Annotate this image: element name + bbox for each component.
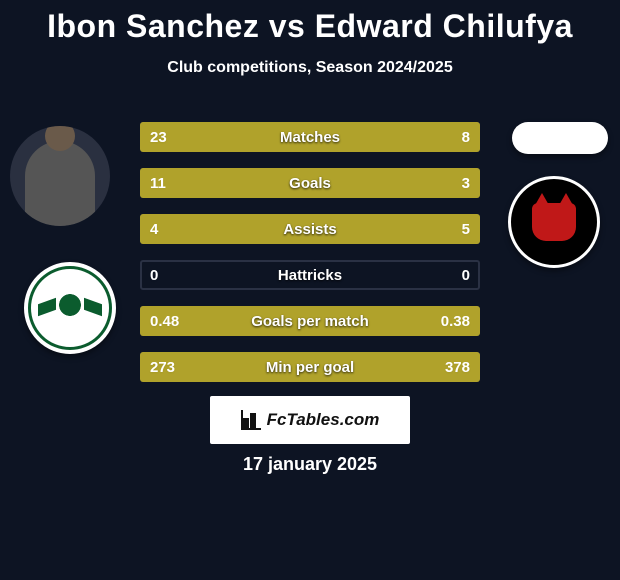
fctables-logo: FcTables.com xyxy=(210,396,410,444)
stat-row: 45Assists xyxy=(140,214,480,244)
stat-label: Matches xyxy=(140,122,480,152)
player-left-avatar xyxy=(10,126,110,226)
stat-label: Min per goal xyxy=(140,352,480,382)
page-title: Ibon Sanchez vs Edward Chilufya xyxy=(0,0,620,45)
stat-label: Assists xyxy=(140,214,480,244)
stats-bars: 238Matches 113Goals 45Assists 00Hattricks 0.… xyxy=(140,122,480,398)
stat-row: 273378Min per goal xyxy=(140,352,480,382)
wolf-icon xyxy=(532,203,576,241)
stat-row: 00Hattricks xyxy=(140,260,480,290)
stat-label: Hattricks xyxy=(140,260,480,290)
chart-icon xyxy=(241,410,261,430)
eagle-icon xyxy=(50,293,90,323)
stat-label: Goals xyxy=(140,168,480,198)
date-line: 17 january 2025 xyxy=(0,454,620,475)
stat-row: 0.480.38Goals per match xyxy=(140,306,480,336)
player-right-flag-pill xyxy=(512,122,608,154)
stat-row: 238Matches xyxy=(140,122,480,152)
stat-label: Goals per match xyxy=(140,306,480,336)
footer-brand-text: FcTables.com xyxy=(267,410,380,430)
club-badge-right xyxy=(508,176,600,268)
stat-row: 113Goals xyxy=(140,168,480,198)
subtitle: Club competitions, Season 2024/2025 xyxy=(0,59,620,77)
club-badge-left xyxy=(24,262,116,354)
avatar-silhouette-icon xyxy=(25,141,95,226)
